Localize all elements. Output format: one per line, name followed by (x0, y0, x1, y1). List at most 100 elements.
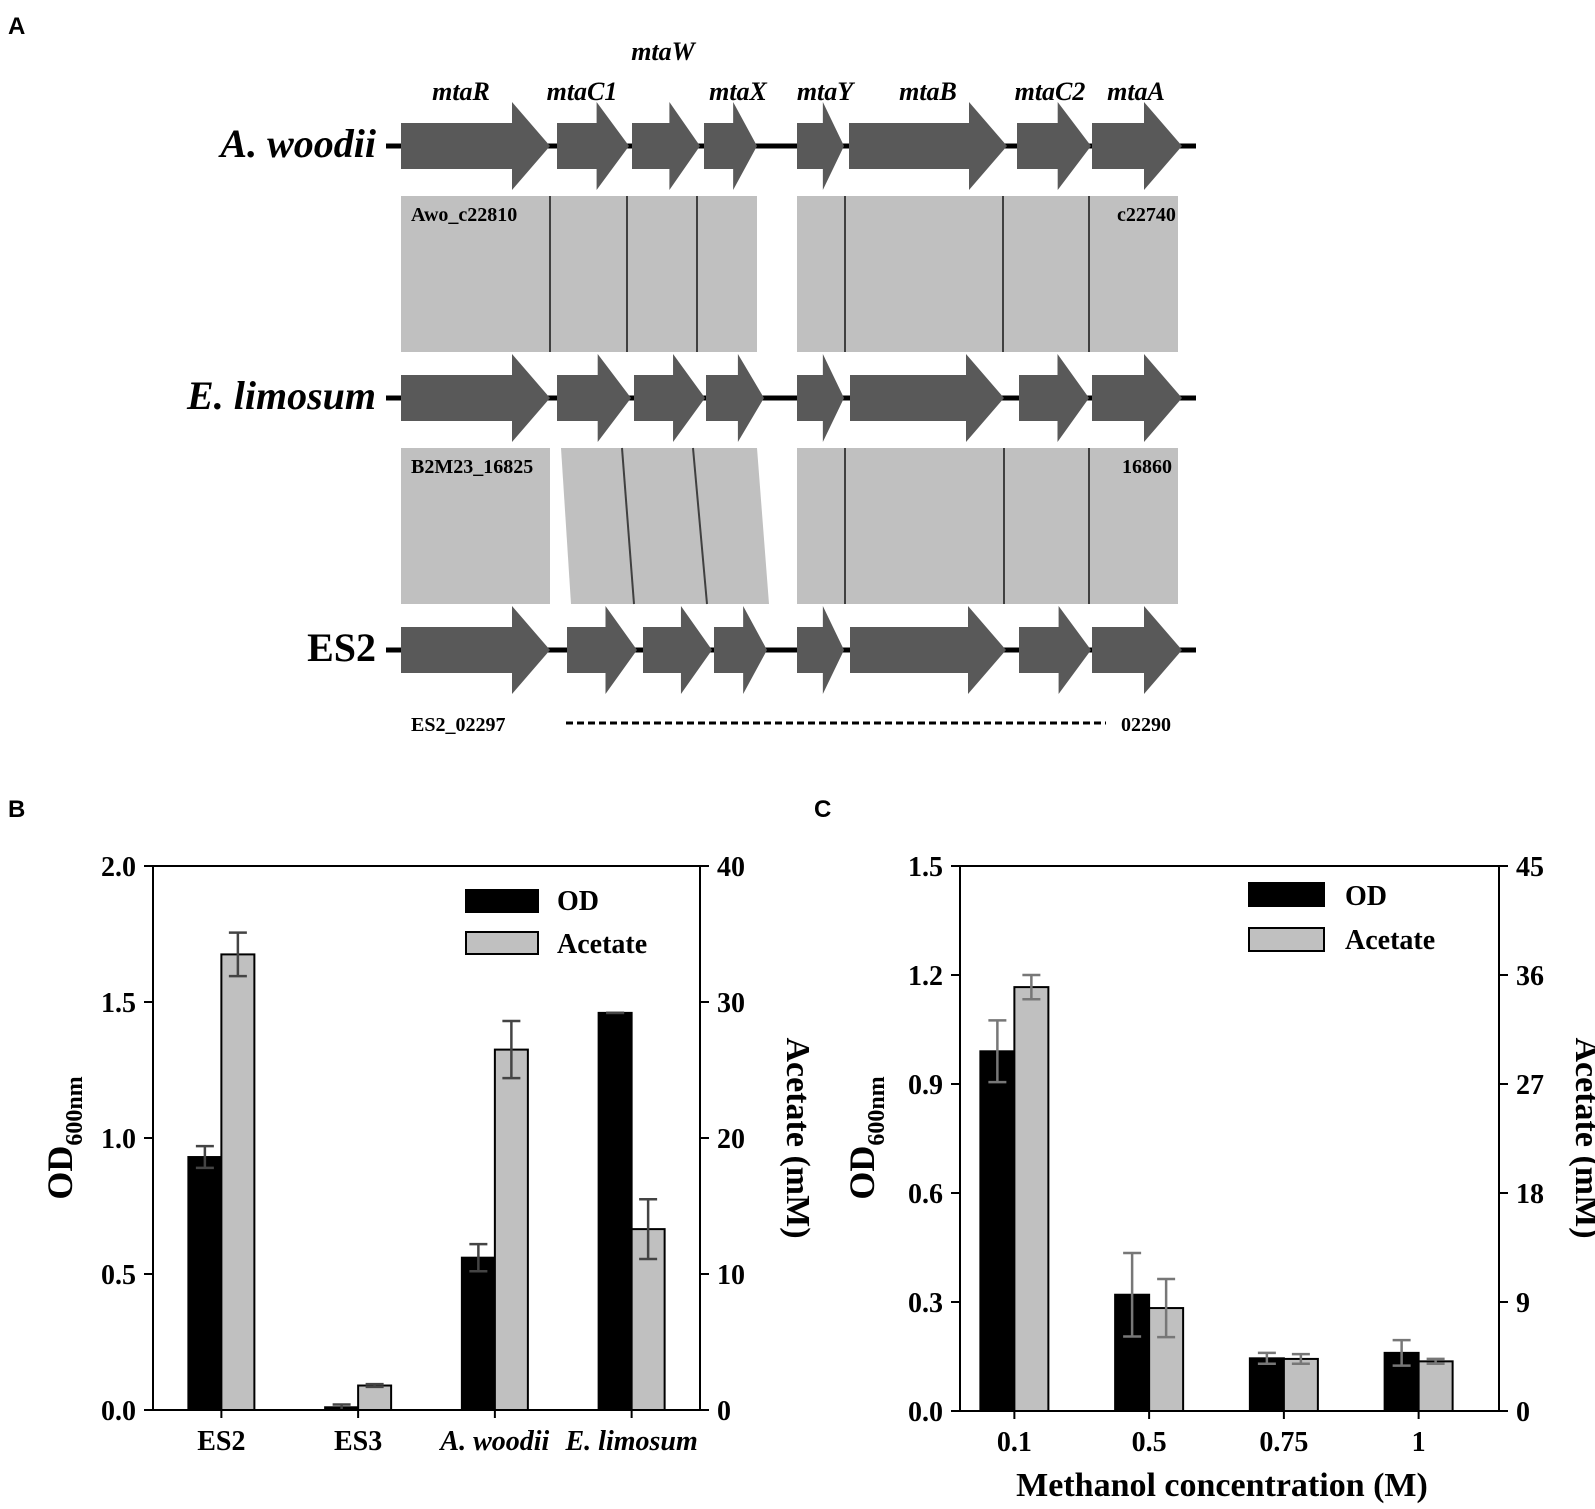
y-tick-label-right: 36 (1516, 961, 1544, 992)
chart-c-x-axis-label: Methanol concentration (M) (1016, 1467, 1428, 1504)
gene-name-label: mtaB (899, 77, 957, 106)
chart-c-legend-label-od: OD (1345, 881, 1387, 912)
chart-b: 0.0 0.5 1.0 1.5 2.0 0 10 20 30 40 ES2 ES3 A. woodii E… (40, 852, 816, 1457)
x-tick-label: 0.1 (997, 1427, 1032, 1458)
x-tick-label: ES3 (334, 1426, 382, 1457)
gene-arrow (706, 354, 764, 442)
x-tick-label: 0.5 (1132, 1427, 1167, 1458)
chart-b-left-axis-label: OD600nm (40, 1076, 88, 1199)
gene-arrow (1019, 606, 1091, 694)
homology-block (797, 196, 1178, 352)
y-tick-label-left: 0.0 (101, 1396, 136, 1427)
gene-arrow (849, 102, 1007, 190)
locus-tag-labels: Awo_c22810 c22740 B2M23_16825 16860 ES2_… (411, 204, 1176, 736)
chart-b-marks (187, 931, 666, 1412)
gene-cluster-diagram: mtaR mtaC1 mtaW mtaX mtaY mtaB mtaC2 mta… (186, 37, 1196, 736)
homology-blocks (401, 196, 1178, 605)
gene-name-label: mtaC2 (1015, 77, 1086, 106)
chart-b-legend-label-od: OD (557, 886, 599, 917)
gene-arrow (634, 354, 705, 442)
chart-c-legend-swatch-acetate (1248, 927, 1325, 952)
bar-od (597, 1011, 633, 1411)
gene-name-label: mtaR (432, 77, 490, 106)
homology-block (401, 448, 550, 604)
chart-c-right-axis-label: Acetate (mM) (1568, 1037, 1595, 1238)
gene-arrow (632, 102, 700, 190)
y-tick-label-left: 0.3 (908, 1288, 943, 1319)
y-tick-label-right: 18 (1516, 1179, 1544, 1210)
gene-arrow (797, 102, 844, 190)
gene-name-labels: mtaR mtaC1 mtaW mtaX mtaY mtaB mtaC2 mta… (432, 37, 1165, 106)
bar-od (187, 1156, 223, 1412)
gene-arrow (1092, 102, 1182, 190)
y-tick-label-left: 2.0 (101, 852, 136, 883)
gene-arrow (1017, 102, 1091, 190)
gene-arrow (557, 102, 629, 190)
gene-name-label: mtaC1 (547, 77, 618, 106)
bar-od (460, 1256, 496, 1412)
panel-letter-b: B (8, 796, 25, 823)
y-tick-label-left: 1.2 (908, 961, 943, 992)
y-tick-label-right: 0 (717, 1396, 731, 1427)
panel-letter-c: C (814, 796, 831, 823)
bar-acetate (220, 953, 256, 1412)
chart-b-right-axis-label: Acetate (mM) (779, 1037, 816, 1238)
homology-divider (692, 447, 708, 605)
bar-acetate (1013, 986, 1050, 1412)
gene-arrow (850, 354, 1004, 442)
chart-c-plot-frame (959, 865, 1500, 1412)
bar-acetate (493, 1048, 529, 1411)
y-tick-label-right: 9 (1516, 1288, 1530, 1319)
chart-c-legend: OD Acetate (1248, 881, 1435, 956)
gene-arrow (1092, 354, 1182, 442)
y-tick-label-left: 0.6 (908, 1179, 943, 1210)
gene-arrow (401, 354, 550, 442)
chart-b-legend-swatch-acetate (465, 931, 539, 955)
y-tick-label-left: 1.5 (101, 988, 136, 1019)
y-tick-label-right: 20 (717, 1124, 745, 1155)
gene-name-label: mtaW (631, 37, 696, 66)
gene-arrow (797, 606, 844, 694)
y-tick-label-right: 0 (1516, 1397, 1530, 1428)
y-tick-label-left: 0.9 (908, 1070, 943, 1101)
organism-label: A. woodii (217, 121, 376, 166)
x-tick-label: A. woodii (438, 1426, 549, 1457)
chart-b-ticks: 0.0 0.5 1.0 1.5 2.0 0 10 20 30 40 ES2 ES3 A. woodii E… (101, 852, 745, 1457)
bar-od (979, 1050, 1016, 1413)
x-tick-label: ES2 (197, 1426, 245, 1457)
panel-letter-a: A (8, 13, 25, 40)
y-tick-label-right: 10 (717, 1260, 745, 1291)
homology-divider (621, 447, 635, 605)
chart-c-legend-label-acetate: Acetate (1345, 925, 1435, 956)
y-tick-label-left: 0.0 (908, 1397, 943, 1428)
gene-name-label: mtaY (797, 77, 855, 106)
gene-tracks (386, 102, 1196, 694)
x-tick-label: E. limosum (564, 1426, 697, 1457)
y-tick-label-left: 1.0 (101, 1124, 136, 1155)
chart-b-legend-label-acetate: Acetate (557, 929, 647, 960)
gene-arrow (1092, 606, 1182, 694)
gene-arrow (704, 102, 757, 190)
chart-c-marks (979, 973, 1454, 1413)
bar-acetate (1282, 1357, 1319, 1413)
gene-name-label: mtaA (1107, 77, 1165, 106)
locus-tag-label: ES2_02297 (411, 714, 505, 736)
homology-block (797, 448, 1178, 604)
gene-arrow (797, 354, 844, 442)
organism-label: ES2 (307, 625, 376, 670)
gene-arrow (850, 606, 1006, 694)
organism-label: E. limosum (186, 373, 376, 418)
locus-tag-label: c22740 (1117, 204, 1176, 226)
gene-name-label: mtaX (709, 77, 767, 106)
y-tick-label-left: 0.5 (101, 1260, 136, 1291)
chart-c-legend-swatch-od (1248, 882, 1325, 907)
homology-block (401, 196, 757, 352)
gene-arrow (401, 102, 550, 190)
y-tick-label-left: 1.5 (908, 852, 943, 883)
x-tick-label: 1 (1412, 1427, 1426, 1458)
gene-arrow (567, 606, 637, 694)
chart-c-ticks: 0.0 0.3 0.6 0.9 1.2 1.5 0 9 18 27 36 45 0.1 0.5 0.75 1 (908, 852, 1544, 1458)
locus-tag-label: 02290 (1121, 714, 1171, 736)
organism-labels: A. woodii E. limosum ES2 (186, 121, 376, 670)
gene-arrow (401, 606, 550, 694)
